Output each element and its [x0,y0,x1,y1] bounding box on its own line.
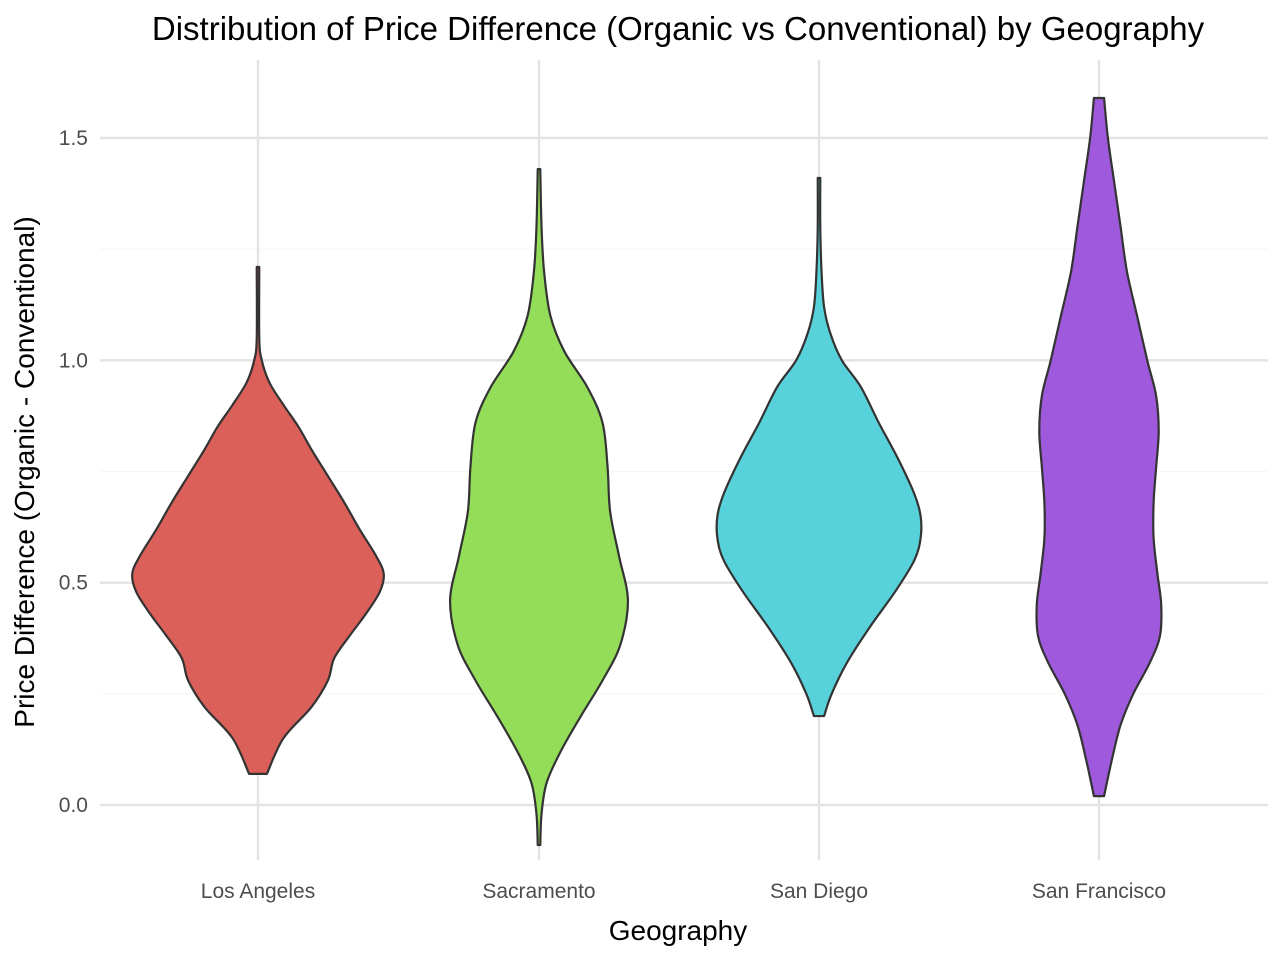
y-axis-title: Price Difference (Organic - Conventional… [9,216,40,727]
y-tick-label: 1.0 [59,349,88,372]
y-tick-label: 1.5 [59,127,88,150]
violin-los-angeles [131,265,385,775]
y-tick-label: 0.0 [59,794,88,817]
violin-sacramento [448,168,630,847]
violin-san-diego [715,176,923,718]
x-axis-ticks: Los Angeles Sacramento San Diego San Franci… [201,880,1166,903]
x-tick-label: Los Angeles [201,880,315,903]
x-tick-label: San Diego [770,880,868,903]
x-tick-label: Sacramento [482,880,595,903]
x-axis-title: Geography [609,915,748,946]
violins [131,96,1163,847]
chart-title: Distribution of Price Difference (Organi… [152,10,1205,47]
y-axis-ticks: 0.0 0.5 1.0 1.5 [59,127,88,817]
y-tick-label: 0.5 [59,572,88,595]
violin-san-francisco [1035,96,1163,798]
x-tick-label: San Francisco [1032,880,1166,903]
